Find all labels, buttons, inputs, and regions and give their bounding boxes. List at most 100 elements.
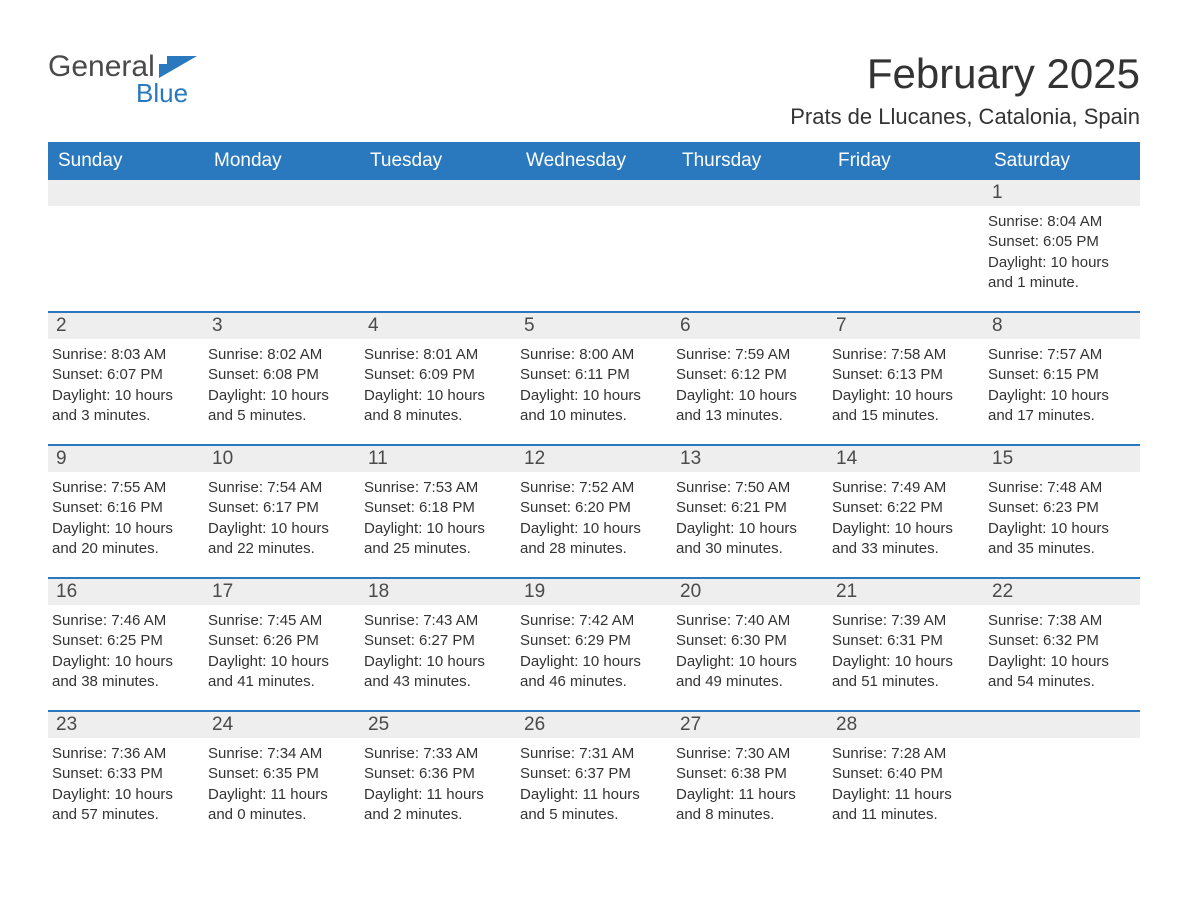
daylight-text: Daylight: 10 hours and 25 minutes.: [364, 519, 512, 560]
day-number: 20: [672, 579, 828, 605]
day-cell: [204, 180, 360, 297]
daylight-text: Daylight: 10 hours and 38 minutes.: [52, 652, 200, 693]
dow-saturday: Saturday: [984, 142, 1140, 180]
day-body: Sunrise: 7:34 AMSunset: 6:35 PMDaylight:…: [204, 738, 360, 829]
dow-thursday: Thursday: [672, 142, 828, 180]
daylight-text: Daylight: 10 hours and 5 minutes.: [208, 386, 356, 427]
day-number: [672, 180, 828, 206]
sunset-text: Sunset: 6:25 PM: [52, 631, 200, 651]
day-number: 3: [204, 313, 360, 339]
day-cell: 6Sunrise: 7:59 AMSunset: 6:12 PMDaylight…: [672, 313, 828, 430]
sunset-text: Sunset: 6:15 PM: [988, 365, 1136, 385]
sunset-text: Sunset: 6:16 PM: [52, 498, 200, 518]
dow-wednesday: Wednesday: [516, 142, 672, 180]
sunset-text: Sunset: 6:36 PM: [364, 764, 512, 784]
sunrise-text: Sunrise: 7:52 AM: [520, 478, 668, 498]
daylight-text: Daylight: 11 hours and 11 minutes.: [832, 785, 980, 826]
sunrise-text: Sunrise: 7:28 AM: [832, 744, 980, 764]
day-cell: 20Sunrise: 7:40 AMSunset: 6:30 PMDayligh…: [672, 579, 828, 696]
day-cell: [828, 180, 984, 297]
day-body: Sunrise: 7:53 AMSunset: 6:18 PMDaylight:…: [360, 472, 516, 563]
day-number: 7: [828, 313, 984, 339]
sunrise-text: Sunrise: 7:49 AM: [832, 478, 980, 498]
day-number: 17: [204, 579, 360, 605]
day-body: Sunrise: 8:00 AMSunset: 6:11 PMDaylight:…: [516, 339, 672, 430]
day-cell: [48, 180, 204, 297]
sunrise-text: Sunrise: 7:30 AM: [676, 744, 824, 764]
day-number: 9: [48, 446, 204, 472]
sunset-text: Sunset: 6:40 PM: [832, 764, 980, 784]
daylight-text: Daylight: 10 hours and 33 minutes.: [832, 519, 980, 560]
location-label: Prats de Llucanes, Catalonia, Spain: [790, 104, 1140, 130]
day-number: 10: [204, 446, 360, 472]
day-number: 5: [516, 313, 672, 339]
daylight-text: Daylight: 10 hours and 57 minutes.: [52, 785, 200, 826]
day-cell: 8Sunrise: 7:57 AMSunset: 6:15 PMDaylight…: [984, 313, 1140, 430]
day-body: Sunrise: 7:48 AMSunset: 6:23 PMDaylight:…: [984, 472, 1140, 563]
day-number: 4: [360, 313, 516, 339]
sunrise-text: Sunrise: 7:55 AM: [52, 478, 200, 498]
day-number: [360, 180, 516, 206]
day-body: Sunrise: 7:31 AMSunset: 6:37 PMDaylight:…: [516, 738, 672, 829]
sunset-text: Sunset: 6:20 PM: [520, 498, 668, 518]
day-number: 27: [672, 712, 828, 738]
sunset-text: Sunset: 6:08 PM: [208, 365, 356, 385]
day-body: Sunrise: 8:04 AMSunset: 6:05 PMDaylight:…: [984, 206, 1140, 297]
sunrise-text: Sunrise: 8:02 AM: [208, 345, 356, 365]
day-number: 6: [672, 313, 828, 339]
day-body: Sunrise: 7:42 AMSunset: 6:29 PMDaylight:…: [516, 605, 672, 696]
day-cell: 22Sunrise: 7:38 AMSunset: 6:32 PMDayligh…: [984, 579, 1140, 696]
sunset-text: Sunset: 6:07 PM: [52, 365, 200, 385]
sunrise-text: Sunrise: 7:59 AM: [676, 345, 824, 365]
sunset-text: Sunset: 6:21 PM: [676, 498, 824, 518]
daylight-text: Daylight: 10 hours and 15 minutes.: [832, 386, 980, 427]
sunrise-text: Sunrise: 7:42 AM: [520, 611, 668, 631]
sunset-text: Sunset: 6:17 PM: [208, 498, 356, 518]
daylight-text: Daylight: 10 hours and 35 minutes.: [988, 519, 1136, 560]
day-number: 21: [828, 579, 984, 605]
sunset-text: Sunset: 6:30 PM: [676, 631, 824, 651]
daylight-text: Daylight: 11 hours and 2 minutes.: [364, 785, 512, 826]
header: General Blue February 2025 Prats de Lluc…: [48, 50, 1140, 130]
day-of-week-header: Sunday Monday Tuesday Wednesday Thursday…: [48, 142, 1140, 180]
day-body: Sunrise: 7:59 AMSunset: 6:12 PMDaylight:…: [672, 339, 828, 430]
day-cell: 5Sunrise: 8:00 AMSunset: 6:11 PMDaylight…: [516, 313, 672, 430]
daylight-text: Daylight: 11 hours and 8 minutes.: [676, 785, 824, 826]
day-cell: 9Sunrise: 7:55 AMSunset: 6:16 PMDaylight…: [48, 446, 204, 563]
day-body: Sunrise: 7:52 AMSunset: 6:20 PMDaylight:…: [516, 472, 672, 563]
day-number: 28: [828, 712, 984, 738]
day-cell: [984, 712, 1140, 829]
day-body: Sunrise: 8:02 AMSunset: 6:08 PMDaylight:…: [204, 339, 360, 430]
day-body: Sunrise: 7:28 AMSunset: 6:40 PMDaylight:…: [828, 738, 984, 829]
sunrise-text: Sunrise: 7:54 AM: [208, 478, 356, 498]
day-body: Sunrise: 7:55 AMSunset: 6:16 PMDaylight:…: [48, 472, 204, 563]
day-number: 2: [48, 313, 204, 339]
day-body: Sunrise: 7:39 AMSunset: 6:31 PMDaylight:…: [828, 605, 984, 696]
dow-monday: Monday: [204, 142, 360, 180]
dow-friday: Friday: [828, 142, 984, 180]
day-cell: 28Sunrise: 7:28 AMSunset: 6:40 PMDayligh…: [828, 712, 984, 829]
daylight-text: Daylight: 11 hours and 5 minutes.: [520, 785, 668, 826]
day-body: Sunrise: 7:38 AMSunset: 6:32 PMDaylight:…: [984, 605, 1140, 696]
day-cell: 23Sunrise: 7:36 AMSunset: 6:33 PMDayligh…: [48, 712, 204, 829]
sunrise-text: Sunrise: 7:46 AM: [52, 611, 200, 631]
day-body: Sunrise: 7:43 AMSunset: 6:27 PMDaylight:…: [360, 605, 516, 696]
day-number: 8: [984, 313, 1140, 339]
day-number: [984, 712, 1140, 738]
day-number: 14: [828, 446, 984, 472]
day-body: Sunrise: 7:54 AMSunset: 6:17 PMDaylight:…: [204, 472, 360, 563]
sunrise-text: Sunrise: 7:53 AM: [364, 478, 512, 498]
daylight-text: Daylight: 10 hours and 28 minutes.: [520, 519, 668, 560]
week-row: 2Sunrise: 8:03 AMSunset: 6:07 PMDaylight…: [48, 311, 1140, 430]
sunset-text: Sunset: 6:23 PM: [988, 498, 1136, 518]
day-number: 1: [984, 180, 1140, 206]
dow-sunday: Sunday: [48, 142, 204, 180]
day-cell: 15Sunrise: 7:48 AMSunset: 6:23 PMDayligh…: [984, 446, 1140, 563]
day-body: Sunrise: 8:03 AMSunset: 6:07 PMDaylight:…: [48, 339, 204, 430]
day-cell: 11Sunrise: 7:53 AMSunset: 6:18 PMDayligh…: [360, 446, 516, 563]
daylight-text: Daylight: 10 hours and 46 minutes.: [520, 652, 668, 693]
sunset-text: Sunset: 6:13 PM: [832, 365, 980, 385]
day-number: 15: [984, 446, 1140, 472]
daylight-text: Daylight: 10 hours and 51 minutes.: [832, 652, 980, 693]
sunrise-text: Sunrise: 8:01 AM: [364, 345, 512, 365]
